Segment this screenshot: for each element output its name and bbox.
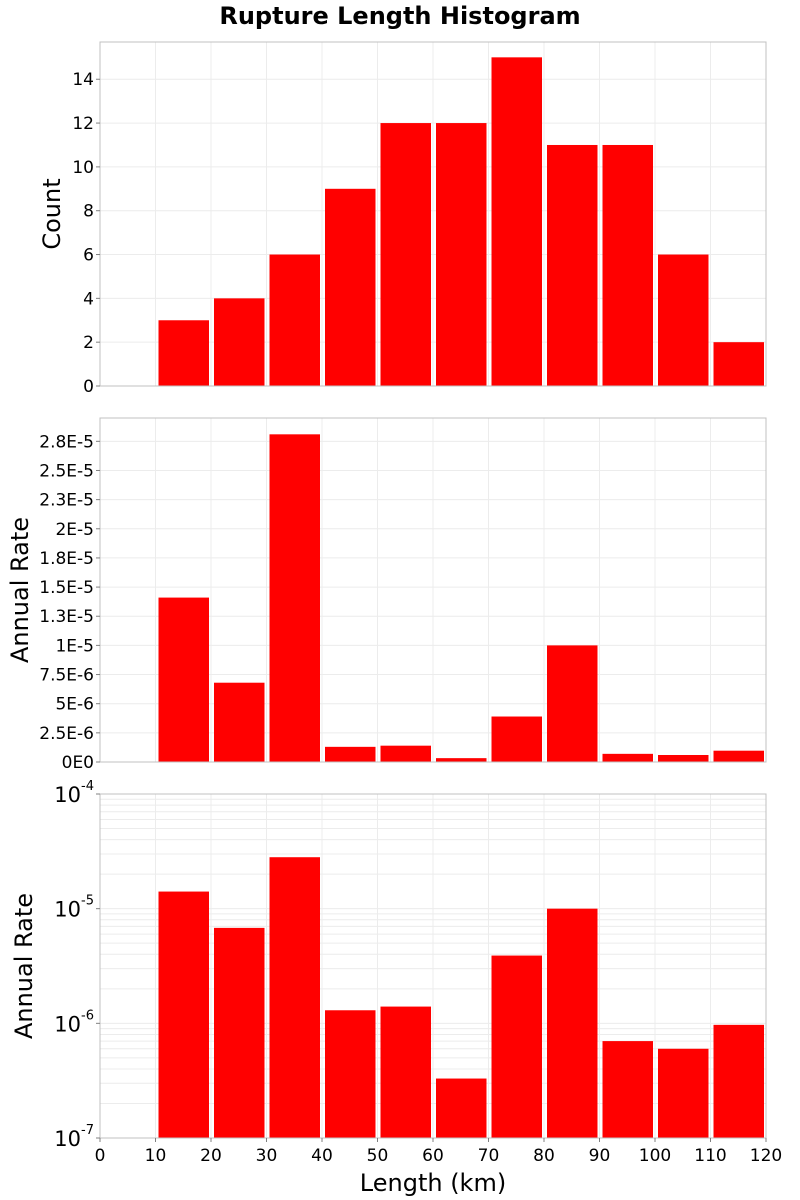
y-tick-label: 7.5E-6 <box>39 666 94 686</box>
bar <box>325 1010 376 1138</box>
x-tick-label: 80 <box>533 1146 555 1166</box>
y-tick-label: 0E0 <box>62 753 94 773</box>
y-axis-label: Count <box>38 178 66 249</box>
plot-frame <box>99 417 767 763</box>
bar <box>658 254 709 386</box>
y-tick-label: 1E-5 <box>55 636 94 656</box>
y-tick-label: 10-6 <box>54 1008 94 1036</box>
bar <box>713 342 764 386</box>
x-tick-label: 110 <box>694 1146 726 1166</box>
y-tick-label: 2.5E-6 <box>39 724 94 744</box>
y-tick-label: 14 <box>72 70 94 90</box>
x-axis: 0 10 20 30 40 50 60 70 80 90 100 110 120 Length (km) <box>95 1138 782 1197</box>
bar <box>491 716 542 762</box>
y-tick-label: 4 <box>83 289 94 309</box>
y-tick-label: 2 <box>83 333 94 353</box>
bar <box>269 857 320 1138</box>
bar <box>602 753 653 762</box>
chart-title: Rupture Length Histogram <box>219 2 581 30</box>
y-axis: 10-710-610-510-4 <box>54 779 100 1151</box>
y-tick-label: 2E-5 <box>55 520 94 540</box>
bars <box>158 57 764 386</box>
y-tick-label-base: 10 <box>54 1127 81 1151</box>
bar <box>713 750 764 762</box>
bar <box>214 682 265 762</box>
y-tick-label: 0 <box>83 377 94 397</box>
y-tick-label: 5E-6 <box>55 695 94 715</box>
bar <box>658 1048 709 1138</box>
bar <box>380 1006 431 1138</box>
y-tick-label: 1.8E-5 <box>39 549 94 569</box>
bar <box>380 123 431 386</box>
bar <box>602 1041 653 1138</box>
y-tick-label: 2.8E-5 <box>39 432 94 452</box>
y-tick-label: 1.5E-5 <box>39 578 94 598</box>
y-tick-label-exponent: -4 <box>81 779 94 794</box>
bar <box>214 298 265 386</box>
bar <box>158 891 209 1138</box>
y-tick-label: 10-5 <box>54 894 94 922</box>
y-axis: 0E0 2.5E-6 5E-6 7.5E-6 1E-5 1.3E-5 1.5E-5 1.8E-… <box>39 432 100 773</box>
y-tick-label: 6 <box>83 246 94 266</box>
y-axis-label: Annual Rate <box>10 893 38 1039</box>
bar <box>325 188 376 386</box>
bar <box>547 908 598 1138</box>
bar <box>380 745 431 762</box>
bar <box>547 645 598 762</box>
bar <box>214 927 265 1138</box>
y-tick-label: 8 <box>83 202 94 222</box>
y-tick-label-base: 10 <box>54 783 81 807</box>
bar <box>158 597 209 762</box>
x-tick-label: 20 <box>200 1146 222 1166</box>
y-tick-label: 12 <box>72 114 94 134</box>
bar <box>658 755 709 762</box>
y-tick-label-base: 10 <box>54 1012 81 1036</box>
y-tick-label-base: 10 <box>54 898 81 922</box>
bar <box>713 1024 764 1138</box>
bar <box>436 758 487 762</box>
x-tick-label: 100 <box>639 1146 671 1166</box>
bar <box>269 434 320 762</box>
bar <box>325 746 376 762</box>
bar <box>158 320 209 386</box>
x-tick-label: 10 <box>145 1146 167 1166</box>
y-tick-label-exponent: -5 <box>81 894 94 909</box>
y-axis: 0 2 4 6 8 10 12 14 <box>72 70 100 397</box>
x-axis-label: Length (km) <box>360 1169 506 1197</box>
y-tick-label: 10-7 <box>54 1123 94 1151</box>
bars <box>158 857 764 1138</box>
plot-frame <box>99 41 767 387</box>
x-tick-label: 0 <box>95 1146 106 1166</box>
bar <box>491 955 542 1138</box>
bar <box>547 144 598 386</box>
bar <box>491 57 542 386</box>
bar <box>269 254 320 386</box>
x-tick-label: 50 <box>367 1146 389 1166</box>
x-tick-label: 60 <box>422 1146 444 1166</box>
x-tick-label: 70 <box>478 1146 500 1166</box>
x-tick-label: 90 <box>589 1146 611 1166</box>
y-tick-label-exponent: -7 <box>81 1123 94 1138</box>
bar <box>436 123 487 386</box>
y-tick-label-exponent: -6 <box>81 1008 94 1023</box>
annual-rate-linear-panel: 0E0 2.5E-6 5E-6 7.5E-6 1E-5 1.3E-5 1.5E-5 1.8E-… <box>6 417 767 773</box>
x-tick-label: 40 <box>311 1146 333 1166</box>
x-tick-label: 120 <box>750 1146 782 1166</box>
y-tick-label: 1.3E-5 <box>39 607 94 627</box>
y-tick-label: 2.5E-5 <box>39 461 94 481</box>
y-tick-label: 10 <box>72 158 94 178</box>
bar <box>436 1078 487 1138</box>
count-panel: 0 2 4 6 8 10 12 14 Count <box>38 41 767 397</box>
x-tick-label: 30 <box>256 1146 278 1166</box>
y-tick-label: 10-4 <box>54 779 94 807</box>
y-tick-label: 2.3E-5 <box>39 491 94 511</box>
y-axis-label: Annual Rate <box>6 517 34 663</box>
bar <box>602 144 653 386</box>
bars <box>158 434 764 762</box>
